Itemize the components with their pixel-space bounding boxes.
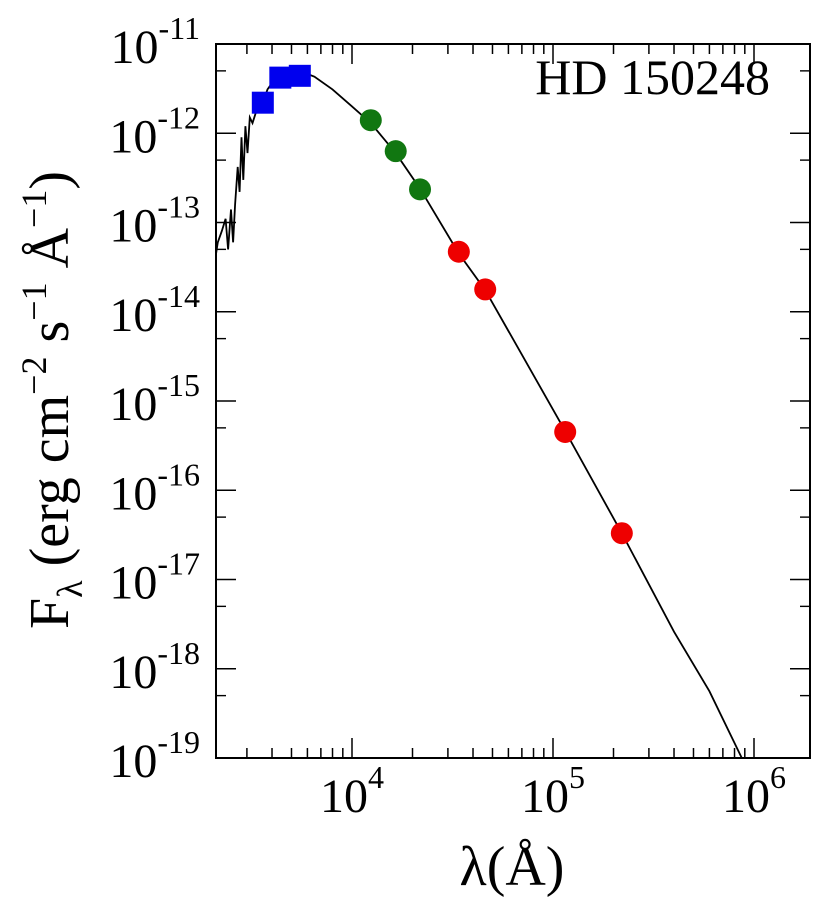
x-tick-label: 104 [320,759,384,823]
photometry-point [474,278,497,301]
photometry-point [409,178,432,201]
y-tick-label: 10-13 [109,189,200,253]
y-tick-label: 10-19 [109,724,200,788]
x-tick-label: 105 [521,759,585,823]
photometry-point [610,522,633,545]
y-tick-label: 10-16 [109,456,200,520]
photometry-point [384,140,407,163]
axis-ticks [216,43,810,759]
y-tick-label: 10-15 [109,367,200,431]
plot-frame [215,43,811,759]
y-tick-label: 10-14 [109,278,200,342]
x-axis-title: λ(Å) [460,836,565,898]
photometry-square [251,91,274,114]
chart-title: HD 150248 [535,49,770,105]
y-tick-label: 10-11 [111,10,200,74]
y-tick-label: 10-17 [109,546,200,610]
model-sed-curve [216,69,743,758]
y-tick-labels: 10-11 10-12 10-13 10-14 10-15 10-16 10-17 10-18… [109,10,200,788]
y-tick-label: 10-12 [109,99,200,163]
x-tick-label: 106 [722,759,786,823]
y-axis-title: Fλ (erg cm−2 s−1 Å−1) [14,171,90,629]
photometry-point [447,240,470,263]
photometry-point [554,420,577,443]
y-tick-label: 10-18 [109,635,200,699]
x-tick-labels: 104 105 106 [320,759,786,823]
photometry-point [359,109,382,132]
photometry-markers [251,64,633,545]
photometry-square [288,64,311,87]
plot-area [216,64,743,758]
photometry-square [269,66,292,89]
